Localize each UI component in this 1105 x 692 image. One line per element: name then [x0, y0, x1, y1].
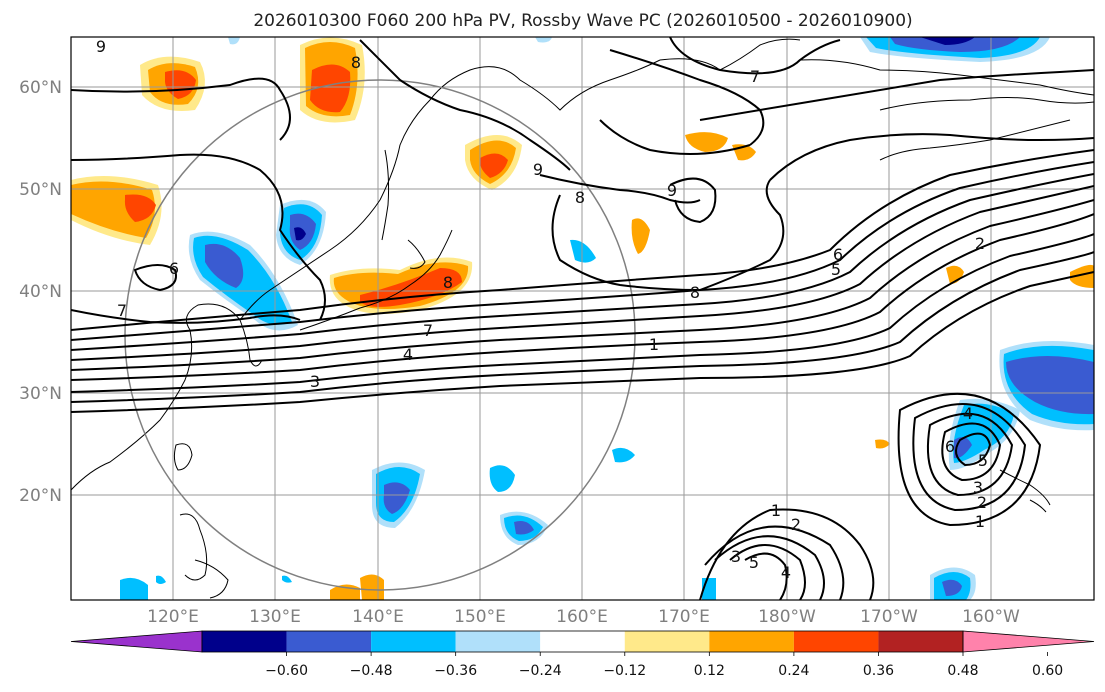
contour-label: 3	[731, 547, 741, 566]
graticule	[71, 37, 1094, 600]
colorbar-extend-high	[962, 630, 1095, 653]
colorbar-tick-label: −0.12	[603, 663, 646, 679]
contour-label: 5	[831, 260, 841, 279]
lon-label-170e: 170°E	[658, 607, 710, 627]
colorbar-tick-label: −0.24	[519, 663, 562, 679]
latitude-labels: 60°N 50°N 40°N 30°N 20°N	[19, 78, 62, 506]
colorbar-swatch	[455, 631, 541, 652]
lat-label-40n: 40°N	[19, 282, 62, 302]
colorbar-tick-label: −0.60	[265, 663, 308, 679]
contour-label: 5	[978, 451, 988, 470]
contour-label: 7	[423, 321, 433, 340]
colorbar-swatch	[878, 631, 963, 652]
colorbar-swatch	[202, 631, 287, 652]
contour-label: 9	[667, 181, 677, 200]
coastlines	[71, 38, 1094, 599]
colorbar-tick-label: 0.24	[778, 663, 809, 679]
colorbar-swatch	[709, 631, 794, 652]
lat-label-20n: 20°N	[19, 486, 62, 506]
contour-label: 2	[977, 493, 987, 512]
contour-label: 3	[973, 478, 983, 497]
colorbar-swatch	[286, 631, 372, 652]
lat-label-60n: 60°N	[19, 78, 62, 98]
colorbar-swatches	[70, 630, 1095, 653]
contour-label: 7	[750, 67, 760, 86]
contour-labels: 9 8 7 9 8 9 6 7 8 7 4 3 8 6 5 2 1 4 6 5 …	[96, 37, 988, 582]
contour-label: 8	[575, 188, 585, 207]
contour-label: 1	[649, 335, 659, 354]
colorbar-tick-label: 0.36	[863, 663, 894, 679]
lat-label-30n: 30°N	[19, 384, 62, 404]
colorbar-tick-label: 0.12	[694, 663, 725, 679]
contour-label: 6	[169, 259, 179, 278]
lon-label-140e: 140°E	[352, 607, 404, 627]
colorbar-swatch	[371, 631, 456, 652]
colorbar-extend-low	[70, 630, 203, 653]
contour-label: 9	[96, 37, 106, 56]
contour-label: 8	[351, 53, 361, 72]
contour-label: 8	[690, 283, 700, 302]
figure-title: 2026010300 F060 200 hPa PV, Rossby Wave …	[253, 11, 912, 31]
colorbar-tick-label: −0.48	[350, 663, 393, 679]
lon-label-170w: 170°W	[860, 607, 918, 627]
lon-label-150e: 150°E	[454, 607, 506, 627]
contour-label: 7	[117, 301, 127, 320]
pv-contours	[71, 37, 1094, 600]
lat-label-50n: 50°N	[19, 180, 62, 200]
lon-label-160e: 160°E	[556, 607, 608, 627]
contour-label: 3	[310, 372, 320, 391]
contour-label: 8	[443, 273, 453, 292]
map-frame	[70, 36, 1095, 601]
longitude-labels: 120°E 130°E 140°E 150°E 160°E 170°E 180°…	[147, 607, 1020, 627]
contour-label: 1	[975, 512, 985, 531]
contour-label: 4	[403, 345, 413, 364]
colorbar-swatch	[793, 631, 879, 652]
contour-label: 5	[749, 553, 759, 572]
colorbar-tick-label: 0.48	[947, 663, 978, 679]
contour-label: 2	[791, 515, 801, 534]
contour-label: 4	[963, 404, 973, 423]
colorbar-tick-label: 0.60	[1032, 663, 1063, 679]
pv-anomaly-shading	[71, 37, 1094, 600]
contour-label: 6	[945, 437, 955, 456]
colorbar-tick-label: −0.36	[434, 663, 477, 679]
contour-label: 9	[533, 160, 543, 179]
lon-label-120e: 120°E	[147, 607, 199, 627]
colorbar-ticks: −0.60 −0.48 −0.36 −0.24 −0.12 0.12 0.24 0.36 0.4…	[265, 652, 1063, 679]
lon-label-130e: 130°E	[249, 607, 301, 627]
lon-label-180w: 180°W	[758, 607, 816, 627]
colorbar-outline	[201, 630, 964, 653]
contour-label: 6	[833, 245, 843, 264]
positive-anomaly-aleutian	[685, 132, 728, 152]
colorbar: −0.60 −0.48 −0.36 −0.24 −0.12 0.12 0.24 0.36 0.4…	[70, 630, 1095, 679]
colorbar-swatch	[540, 631, 625, 652]
contour-label: 4	[781, 563, 791, 582]
contour-label: 1	[771, 501, 781, 520]
lon-label-160w: 160°W	[962, 607, 1020, 627]
colorbar-swatch	[624, 631, 710, 652]
contour-label: 2	[975, 234, 985, 253]
